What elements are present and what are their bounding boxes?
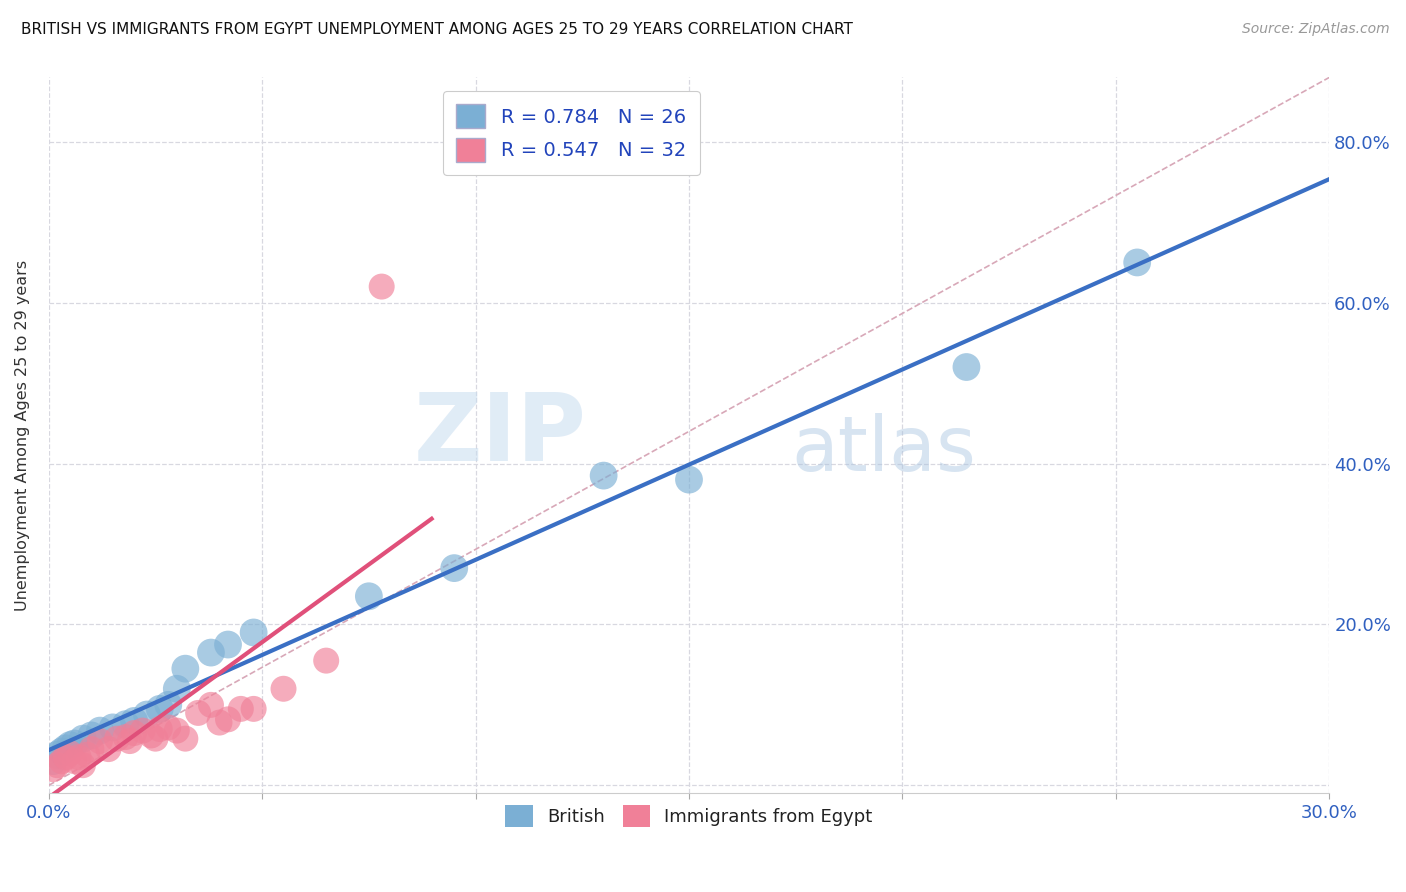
Point bbox=[242, 702, 264, 716]
Point bbox=[200, 646, 222, 660]
Point bbox=[1126, 255, 1149, 269]
Point bbox=[217, 638, 239, 652]
Point bbox=[592, 468, 614, 483]
Point bbox=[55, 741, 77, 756]
Point bbox=[89, 723, 111, 738]
Point bbox=[149, 722, 172, 736]
Point bbox=[114, 717, 136, 731]
Point bbox=[67, 750, 90, 764]
Point bbox=[114, 730, 136, 744]
Point bbox=[157, 720, 180, 734]
Point bbox=[145, 731, 167, 746]
Point bbox=[76, 747, 98, 762]
Point bbox=[105, 731, 128, 746]
Point bbox=[72, 758, 94, 772]
Point bbox=[229, 702, 252, 716]
Point bbox=[63, 736, 86, 750]
Point bbox=[97, 742, 120, 756]
Point bbox=[273, 681, 295, 696]
Point bbox=[131, 723, 153, 738]
Point bbox=[166, 681, 188, 696]
Point bbox=[208, 715, 231, 730]
Point bbox=[315, 654, 337, 668]
Text: Source: ZipAtlas.com: Source: ZipAtlas.com bbox=[1241, 22, 1389, 37]
Point bbox=[59, 746, 82, 760]
Point bbox=[72, 731, 94, 746]
Point bbox=[678, 473, 700, 487]
Point bbox=[46, 747, 69, 762]
Point bbox=[42, 754, 65, 768]
Point bbox=[135, 707, 157, 722]
Point bbox=[59, 738, 82, 752]
Point bbox=[166, 723, 188, 738]
Point bbox=[101, 720, 124, 734]
Point bbox=[370, 279, 392, 293]
Point bbox=[118, 734, 141, 748]
Point bbox=[46, 758, 69, 772]
Point bbox=[357, 589, 380, 603]
Text: atlas: atlas bbox=[792, 413, 976, 487]
Point bbox=[89, 734, 111, 748]
Point bbox=[200, 698, 222, 712]
Point bbox=[217, 712, 239, 726]
Point bbox=[157, 698, 180, 712]
Text: BRITISH VS IMMIGRANTS FROM EGYPT UNEMPLOYMENT AMONG AGES 25 TO 29 YEARS CORRELAT: BRITISH VS IMMIGRANTS FROM EGYPT UNEMPLO… bbox=[21, 22, 853, 37]
Point bbox=[187, 706, 209, 720]
Point bbox=[149, 702, 172, 716]
Point bbox=[174, 662, 197, 676]
Point bbox=[51, 745, 73, 759]
Point bbox=[122, 714, 145, 728]
Point bbox=[443, 561, 465, 575]
Point bbox=[80, 742, 103, 756]
Point bbox=[63, 754, 86, 768]
Point bbox=[55, 750, 77, 764]
Point bbox=[122, 726, 145, 740]
Text: ZIP: ZIP bbox=[413, 390, 586, 482]
Legend: British, Immigrants from Egypt: British, Immigrants from Egypt bbox=[498, 798, 880, 834]
Point bbox=[242, 625, 264, 640]
Point bbox=[955, 359, 977, 374]
Point bbox=[80, 728, 103, 742]
Point bbox=[42, 762, 65, 776]
Point bbox=[141, 728, 163, 742]
Point bbox=[174, 731, 197, 746]
Y-axis label: Unemployment Among Ages 25 to 29 years: Unemployment Among Ages 25 to 29 years bbox=[15, 260, 30, 611]
Point bbox=[51, 754, 73, 768]
